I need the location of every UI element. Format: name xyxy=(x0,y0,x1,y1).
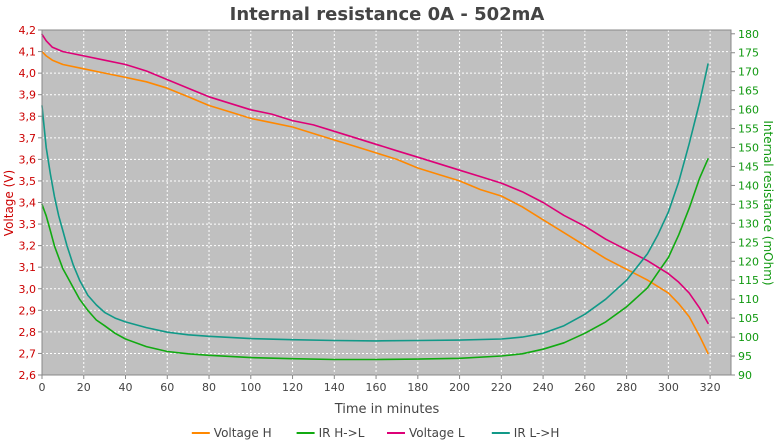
x-tick-label: 80 xyxy=(202,381,216,394)
right-tick-label: 115 xyxy=(738,274,759,287)
right-tick-label: 105 xyxy=(738,312,759,325)
series-layer xyxy=(41,33,709,361)
x-tick-label: 100 xyxy=(240,381,261,394)
left-tick-label: 2,6 xyxy=(19,369,37,382)
right-tick-label: 145 xyxy=(738,160,759,173)
x-tick-label: 160 xyxy=(366,381,387,394)
right-axis-ticks: 90 95 100 105 110 115 120 125 130 135 140 145 150 155… xyxy=(731,28,759,382)
left-tick-label: 3,5 xyxy=(19,175,37,188)
left-tick-label: 4,0 xyxy=(19,67,37,80)
left-tick-label: 3,4 xyxy=(19,197,37,210)
legend-item-ir-l-h: IR L->H xyxy=(491,426,560,440)
x-tick-label: 240 xyxy=(533,381,554,394)
left-tick-label: 3,3 xyxy=(19,218,37,231)
left-tick-label: 2,9 xyxy=(19,304,37,317)
x-tick-label: 60 xyxy=(160,381,174,394)
x-tick-label: 260 xyxy=(574,381,595,394)
right-tick-label: 130 xyxy=(738,217,759,230)
left-tick-label: 2,7 xyxy=(19,347,37,360)
series-line-voltage-l xyxy=(41,33,709,325)
x-axis-title: Time in minutes xyxy=(334,402,440,417)
legend-item-ir-h-l: IR H->L xyxy=(296,426,365,440)
right-tick-label: 155 xyxy=(738,123,759,136)
right-tick-label: 165 xyxy=(738,85,759,98)
right-tick-label: 125 xyxy=(738,236,759,249)
left-tick-label: 4,2 xyxy=(19,24,37,37)
legend-label: Voltage H xyxy=(214,426,272,440)
legend: Voltage H IR H->L Voltage L IR L->H xyxy=(191,426,560,440)
right-tick-label: 135 xyxy=(738,198,759,211)
left-tick-label: 4,1 xyxy=(19,46,37,59)
right-tick-label: 90 xyxy=(738,369,752,382)
left-tick-label: 3,7 xyxy=(19,132,37,145)
right-tick-label: 100 xyxy=(738,331,759,344)
x-tick-label: 40 xyxy=(119,381,133,394)
right-tick-label: 95 xyxy=(738,350,752,363)
series-line-ir-l-h xyxy=(41,63,709,342)
chart-title: Internal resistance 0A - 502mA xyxy=(230,4,545,25)
series-line-ir-h-l xyxy=(41,158,709,361)
left-tick-label: 3,6 xyxy=(19,153,37,166)
x-tick-label: 0 xyxy=(39,381,46,394)
right-tick-label: 140 xyxy=(738,179,759,192)
right-tick-label: 110 xyxy=(738,293,759,306)
x-tick-label: 220 xyxy=(491,381,512,394)
left-tick-label: 3,0 xyxy=(19,283,37,296)
left-tick-label: 3,1 xyxy=(19,261,37,274)
right-tick-label: 175 xyxy=(738,47,759,60)
legend-label: Voltage L xyxy=(409,426,465,440)
x-tick-label: 20 xyxy=(77,381,91,394)
x-tick-label: 140 xyxy=(324,381,345,394)
x-tick-label: 200 xyxy=(449,381,470,394)
legend-item-voltage-l: Voltage L xyxy=(387,426,465,440)
left-tick-label: 3,9 xyxy=(19,89,37,102)
x-tick-label: 300 xyxy=(658,381,679,394)
legend-label: IR L->H xyxy=(514,426,560,440)
right-tick-label: 120 xyxy=(738,255,759,268)
legend-label: IR H->L xyxy=(319,426,365,440)
left-tick-label: 2,8 xyxy=(19,326,37,339)
x-tick-label: 120 xyxy=(282,381,303,394)
left-tick-label: 3,2 xyxy=(19,240,37,253)
right-tick-label: 150 xyxy=(738,142,759,155)
right-tick-label: 160 xyxy=(738,104,759,117)
x-axis-ticks: 0 20 40 60 80 100 120 140 160 180 200 220 240 260 280 3… xyxy=(39,375,721,394)
legend-item-voltage-h: Voltage H xyxy=(191,426,272,440)
series-line-voltage-h xyxy=(41,50,709,355)
x-tick-label: 320 xyxy=(700,381,721,394)
left-axis-title: Voltage (V) xyxy=(2,170,16,236)
right-axis-title: Internal resistance (mOhm) xyxy=(761,120,774,285)
x-tick-label: 280 xyxy=(616,381,637,394)
right-tick-label: 170 xyxy=(738,66,759,79)
right-tick-label: 180 xyxy=(738,28,759,41)
x-tick-label: 180 xyxy=(407,381,428,394)
left-tick-label: 3,8 xyxy=(19,110,37,123)
left-axis-ticks: 2,6 2,7 2,8 2,9 3,0 3,1 3,2 3,3 3,4 3,5 3,6 3,7 3,8 3… xyxy=(19,24,42,382)
